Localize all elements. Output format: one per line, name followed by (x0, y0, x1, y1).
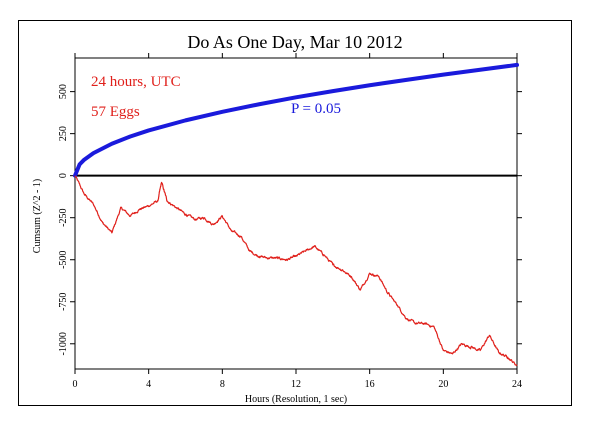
x-tick-label: 12 (291, 379, 301, 390)
y-axis-label: Cumsum (Z^2 - 1) (32, 179, 43, 253)
chart-title: Do As One Day, Mar 10 2012 (187, 32, 402, 52)
x-tick-label: 4 (146, 379, 151, 390)
y-tick-label: 0 (58, 173, 69, 178)
x-axis: 0 4 8 12 16 20 24 (73, 53, 522, 390)
x-tick-label: 8 (220, 379, 225, 390)
y-tick-label: 500 (58, 84, 69, 99)
x-tick-label: 24 (512, 379, 522, 390)
x-axis-label: Hours (Resolution, 1 sec) (245, 394, 347, 405)
cumsum-line (74, 175, 518, 367)
x-tick-label: 20 (438, 379, 448, 390)
y-tick-label: -750 (58, 293, 69, 311)
duration-annotation: 24 hours, UTC (91, 74, 181, 90)
y-tick-label: 250 (58, 126, 69, 141)
y-axis: -1000 -750 -500 -250 0 250 500 (58, 84, 522, 355)
y-tick-label: -500 (58, 251, 69, 269)
y-tick-label: -250 (58, 209, 69, 227)
y-tick-label: -1000 (58, 332, 69, 355)
x-tick-label: 0 (73, 379, 78, 390)
x-tick-label: 16 (365, 379, 375, 390)
significance-envelope-line (73, 62, 519, 178)
p-value-annotation: P = 0.05 (291, 101, 341, 117)
eggs-annotation: 57 Eggs (91, 104, 140, 120)
chart-frame (18, 20, 572, 406)
